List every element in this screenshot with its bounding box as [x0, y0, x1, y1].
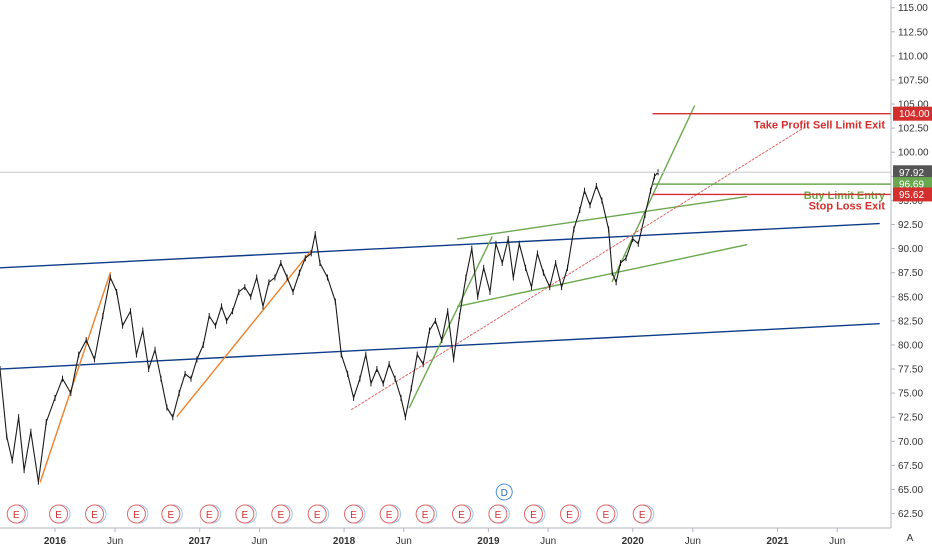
time-tick-label: Jun [251, 536, 267, 547]
earnings-event-marker[interactable] [235, 504, 255, 524]
time-tick-label: 2017 [189, 536, 212, 547]
earnings-event-marker[interactable] [632, 504, 652, 524]
time-tick-label: 2016 [44, 536, 67, 547]
earnings-event-label: E [241, 510, 248, 521]
price-tick-label: 77.50 [898, 365, 923, 376]
price-tick-label: 75.00 [898, 389, 923, 400]
levels-layer: Take Profit Sell Limit Exit Buy Limit Ent… [652, 112, 891, 212]
earnings-event-label: E [350, 510, 357, 521]
price-axis-tag [893, 106, 932, 121]
earnings-event-marker[interactable] [85, 504, 105, 524]
level-label: Stop Loss Exit [809, 200, 886, 212]
earnings-event-label: E [314, 510, 321, 521]
price-tick-label: 110.00 [898, 51, 928, 62]
earnings-event-label: E [495, 510, 502, 521]
price-tick-label: 92.50 [898, 220, 923, 231]
price-axis-tag [893, 165, 932, 180]
price-tick-label: 102.50 [898, 124, 929, 135]
earnings-event-label: E [386, 510, 393, 521]
earnings-event-marker[interactable] [271, 504, 291, 524]
time-tick-label: 2021 [766, 536, 789, 547]
time-tick-label: Jun [540, 536, 556, 547]
earnings-event-marker[interactable] [379, 504, 399, 524]
price-axis-tag-label: 95.62 [899, 190, 924, 201]
trendline[interactable] [39, 271, 112, 483]
earnings-event-marker[interactable] [49, 504, 69, 524]
price-tick-label: 72.50 [898, 413, 923, 424]
time-tick-label: 2018 [333, 536, 356, 547]
trendline[interactable] [0, 222, 880, 269]
dividend-event-label: D [501, 488, 508, 499]
earnings-event-marker[interactable] [452, 504, 472, 524]
level-label: Take Profit Sell Limit Exit [754, 120, 886, 132]
earnings-event-label: E [168, 510, 175, 521]
price-tick-label: 112.50 [898, 27, 928, 38]
earnings-event-label: E [603, 510, 610, 521]
earnings-event-label: E [566, 510, 573, 521]
price-tick-label: 67.50 [898, 461, 923, 472]
earnings-event-marker[interactable] [199, 504, 219, 524]
earnings-event-label: E [55, 510, 62, 521]
price-tick-label: 100.00 [898, 148, 929, 159]
price-axis-tag-label: 97.92 [899, 168, 924, 179]
price-tick-label: 90.00 [898, 244, 923, 255]
earnings-event-label: E [277, 510, 284, 521]
scale-mode-button[interactable]: A [907, 533, 914, 544]
time-axis[interactable]: 2016 Jun 2017 Jun 2018 Jun 2019 Jun 2020 Jun 2021 J… [44, 528, 845, 547]
earnings-event-label: E [530, 510, 537, 521]
price-tick-label: 87.50 [898, 268, 923, 279]
time-tick-label: Jun [396, 536, 412, 547]
trendline[interactable] [351, 125, 807, 410]
price-tick-label: 70.00 [898, 437, 923, 448]
price-tick-label: 107.50 [898, 75, 929, 86]
price-tick-label: 105.00 [898, 100, 929, 111]
earnings-event-label: E [639, 510, 646, 521]
time-tick-label: 2020 [622, 536, 645, 547]
dividend-event-marker[interactable] [495, 483, 513, 501]
earnings-event-label: E [91, 510, 98, 521]
price-tick-label: 65.00 [898, 485, 923, 496]
price-axis-tag-label: 96.69 [899, 180, 924, 191]
earnings-event-marker[interactable] [126, 504, 146, 524]
earnings-event-marker[interactable] [415, 504, 435, 524]
earnings-event-marker[interactable] [596, 504, 616, 524]
trendline[interactable] [456, 244, 748, 308]
time-tick-label: Jun [829, 536, 845, 547]
trendline[interactable] [408, 236, 493, 409]
earnings-event-marker[interactable] [488, 504, 508, 524]
price-tick-label: 115.00 [898, 3, 928, 14]
level-label: Buy Limit Entry [804, 190, 886, 202]
events-layer: E E E E E E E E E E E E E E E E E ED [6, 483, 655, 524]
time-tick-label: 2019 [477, 536, 500, 547]
price-tick-label: 80.00 [898, 340, 923, 351]
price-series-layer [0, 169, 891, 485]
price-axis-tag-label: 104.00 [899, 109, 930, 120]
trendline[interactable] [611, 105, 696, 283]
time-tick-label: Jun [107, 536, 123, 547]
price-tick-label: 82.50 [898, 316, 923, 327]
earnings-event-marker[interactable] [559, 504, 579, 524]
earnings-event-marker[interactable] [523, 504, 543, 524]
trendlines-layer [0, 105, 880, 483]
earnings-event-label: E [133, 510, 140, 521]
price-tick-label: 62.50 [898, 509, 923, 520]
price-axis-background [891, 0, 932, 550]
earnings-event-marker[interactable] [161, 504, 181, 524]
earnings-event-label: E [13, 510, 20, 521]
trendline[interactable] [176, 249, 312, 417]
earnings-event-label: E [206, 510, 213, 521]
time-tick-label: Jun [685, 536, 701, 547]
earnings-event-marker[interactable] [6, 504, 26, 524]
earnings-event-marker[interactable] [307, 504, 327, 524]
earnings-event-label: E [422, 510, 429, 521]
earnings-event-label: E [458, 510, 465, 521]
price-tick-label: 85.00 [898, 292, 923, 303]
trendline[interactable] [456, 195, 748, 240]
earnings-event-marker[interactable] [344, 504, 364, 524]
price-axis-tag [893, 187, 932, 202]
